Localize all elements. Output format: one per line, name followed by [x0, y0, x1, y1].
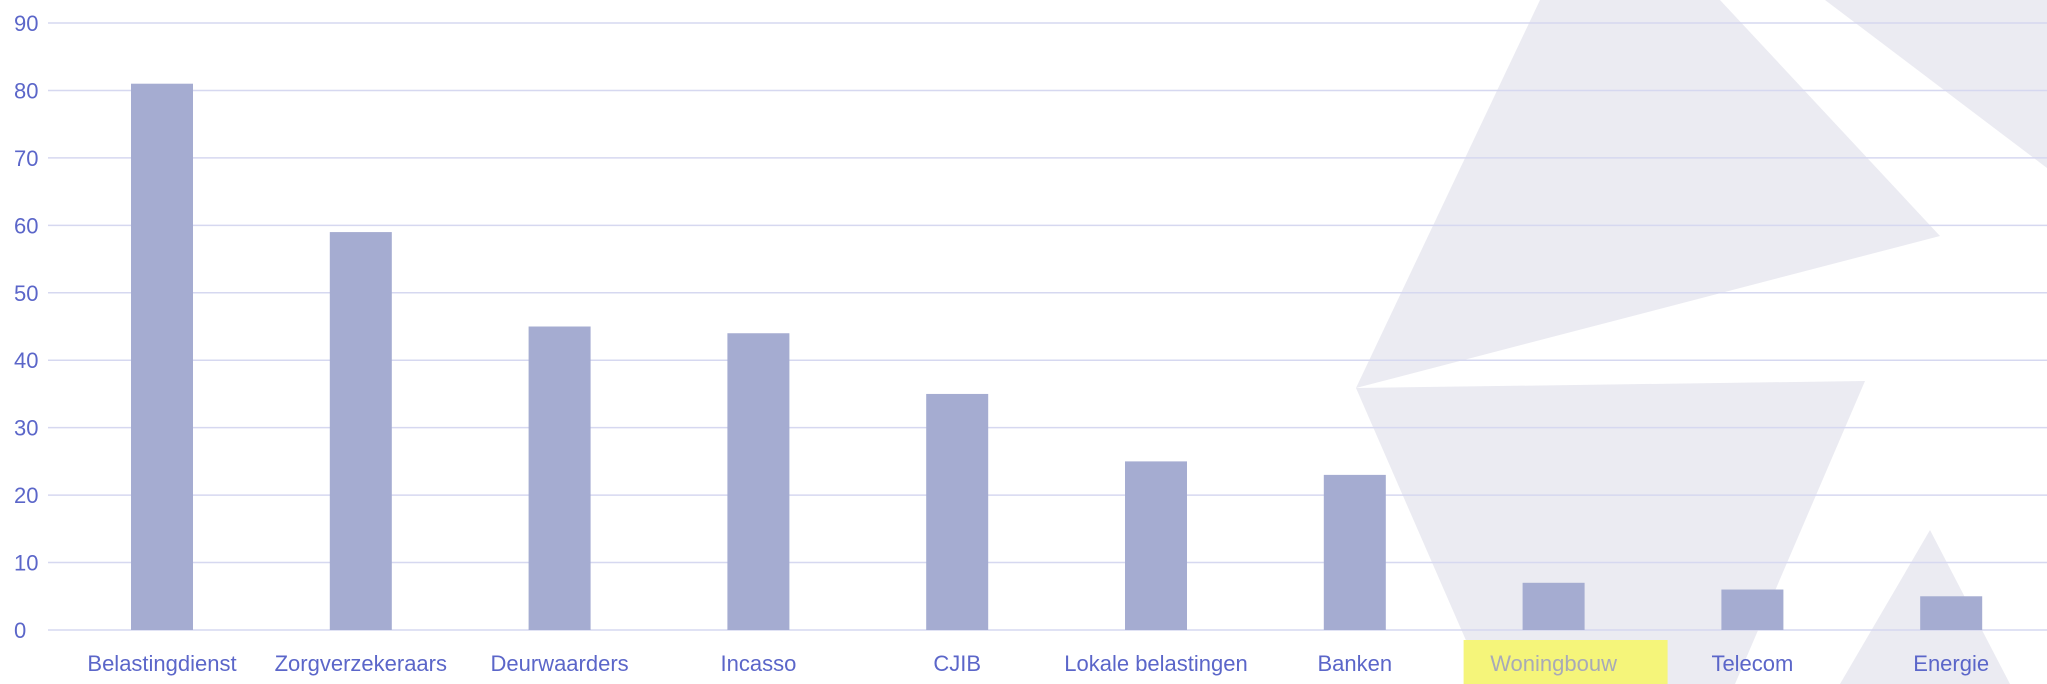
x-tick-label: Incasso [720, 651, 796, 676]
y-tick-label: 90 [14, 11, 38, 36]
bar [1721, 589, 1784, 630]
x-tick-label: Lokale belastingen [1064, 651, 1247, 676]
y-tick-label: 80 [14, 78, 38, 103]
x-tick-label: Energie [1913, 651, 1989, 676]
bar [1522, 582, 1585, 630]
category-highlight-layer [1463, 640, 1668, 684]
background-shape [1356, 381, 1865, 684]
bar [1920, 596, 1983, 630]
background-shape [1356, 0, 1940, 388]
y-tick-label: 20 [14, 483, 38, 508]
y-tick-label: 40 [14, 348, 38, 373]
y-tick-label: 60 [14, 213, 38, 238]
bar [1323, 474, 1386, 630]
x-tick-label: Banken [1317, 651, 1392, 676]
y-tick-label: 70 [14, 146, 38, 171]
x-tick-label: Belastingdienst [87, 651, 236, 676]
x-tick-label: Woningbouw [1490, 651, 1617, 676]
x-tick-label: Zorgverzekeraars [275, 651, 447, 676]
bar [329, 232, 392, 631]
bar [528, 326, 591, 630]
x-tick-label: Telecom [1711, 651, 1793, 676]
x-tick-label: Deurwaarders [491, 651, 629, 676]
y-tick-label: 50 [14, 281, 38, 306]
bar [727, 333, 790, 630]
bars [131, 83, 1983, 631]
bar [131, 83, 193, 630]
bar [926, 393, 989, 630]
x-tick-label: CJIB [933, 651, 981, 676]
y-tick-label: 30 [14, 416, 38, 441]
background-shape [1825, 0, 2047, 168]
y-tick-label: 0 [14, 618, 26, 643]
y-axis-ticks: 0 10 20 30 40 50 60 70 80 90 [14, 11, 38, 643]
category-highlight [1463, 640, 1668, 684]
bar [1125, 461, 1187, 630]
background-decoration [1356, 0, 2047, 684]
y-tick-label: 10 [14, 551, 38, 576]
x-axis-labels: Belastingdienst Zorgverzekeraars Deurwaard… [87, 651, 1989, 676]
